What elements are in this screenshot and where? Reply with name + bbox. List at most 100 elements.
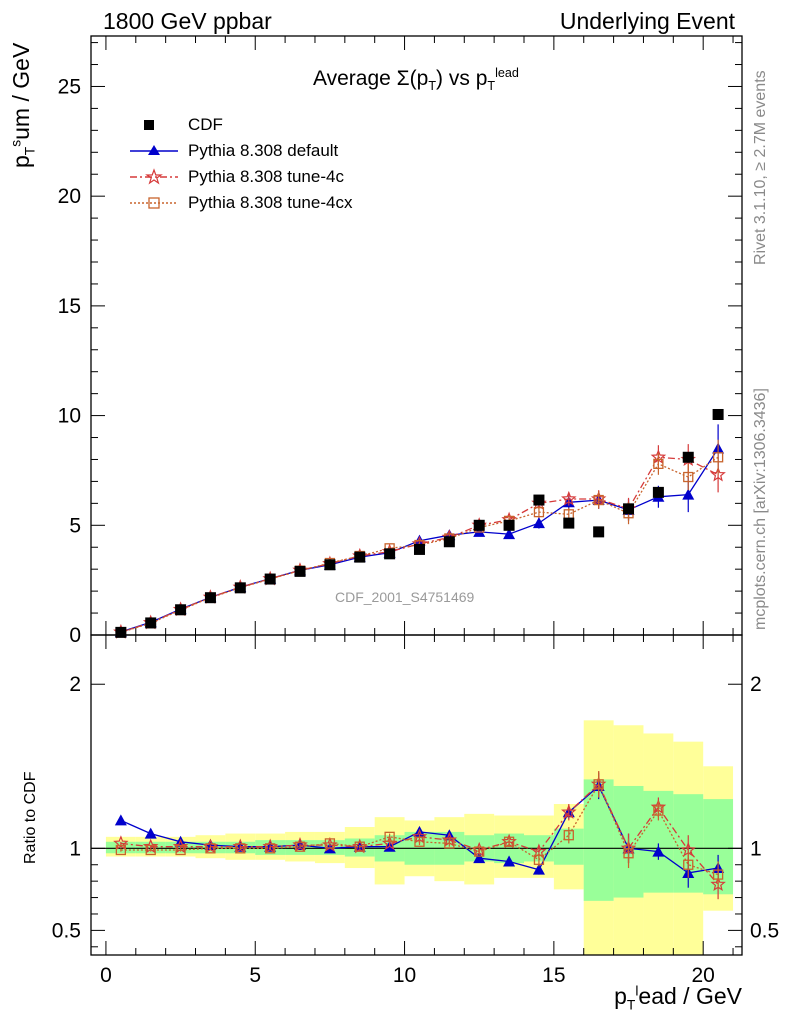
legend-marker-default	[130, 145, 178, 155]
main-y-tick-label: 15	[58, 295, 81, 318]
main-y-tick-label: 5	[69, 514, 81, 537]
main-point-cdf	[324, 559, 336, 571]
ratio-point-default	[473, 852, 486, 864]
ratio-line-tune-4c	[120, 783, 719, 885]
main-point-cdf	[563, 517, 575, 529]
legend-label: Pythia 8.308 tune-4cx	[188, 193, 353, 212]
main-point-cdf	[204, 592, 216, 604]
main-point-cdf	[175, 604, 187, 616]
ratio-point-tune-4cx	[384, 831, 395, 842]
main-y-tick-label: 25	[58, 75, 81, 98]
ratio-point-tune-4cx	[324, 838, 336, 849]
title-sub1: T	[428, 79, 437, 94]
legend-item-default: Pythia 8.308 default	[130, 138, 390, 164]
header-right: Underlying Event	[559, 8, 735, 34]
ratio-point-default	[114, 814, 127, 826]
legend-marker-tune-4cx	[130, 197, 178, 209]
main-point-cdf	[503, 519, 515, 531]
ratio-point-tune-4cx	[354, 841, 365, 852]
analysis-watermark: CDF_2001_S4751469	[335, 589, 475, 605]
ratio-point-tune-4cx	[712, 869, 724, 880]
ratio-point-tune-4cx	[653, 805, 664, 816]
ratio-panel-frame	[90, 634, 743, 956]
main-point-tune-4cx	[533, 506, 545, 518]
ratio-point-tune-4cx	[474, 846, 485, 857]
main-point-cdf	[623, 503, 635, 515]
main-point-default	[532, 517, 545, 529]
main-point-cdf	[294, 565, 306, 577]
main-point-cdf	[384, 548, 396, 560]
ratio-point-tune-4cx	[593, 779, 604, 790]
main-point-tune-4cx	[712, 452, 724, 463]
main-y-tick-label: 20	[58, 185, 81, 208]
x-tick-label: 20	[691, 964, 714, 987]
ratio-band-inner	[105, 841, 136, 854]
ratio-point-tune-4cx	[175, 844, 186, 856]
main-point-cdf	[533, 494, 545, 506]
ratio-point-tune-4c	[113, 835, 129, 851]
legend-item-tune-4c: Pythia 8.308 tune-4c	[130, 164, 390, 190]
main-y-tick-label: 0	[69, 624, 81, 647]
ratio-point-tune-4cx	[414, 836, 425, 847]
ratio-point-tune-4cx	[205, 843, 216, 854]
x-tick-label: 0	[100, 964, 112, 987]
ratio-band-inner	[583, 779, 614, 901]
main-point-tune-4cx	[593, 494, 604, 506]
main-point-cdf	[593, 526, 605, 538]
ratio-point-tune-4cx	[623, 848, 634, 859]
legend-label: Pythia 8.308 default	[188, 141, 339, 160]
ratio-y-tick-label-right: 2	[750, 673, 762, 696]
legend-label: CDF	[188, 115, 223, 134]
plot-title: Average Σ(pT) vs pTlead	[313, 66, 519, 93]
xlabel-p: p	[614, 983, 627, 1009]
ratio-point-tune-4cx	[145, 844, 156, 856]
title-sub2: T	[487, 79, 496, 94]
ratio-point-tune-4cx	[294, 841, 306, 852]
x-tick-label: 5	[249, 964, 261, 987]
main-point-cdf	[234, 582, 246, 594]
x-tick-label: 10	[393, 964, 416, 987]
main-point-cdf	[473, 519, 485, 531]
main-point-tune-4cx	[653, 458, 664, 470]
main-point-cdf	[682, 451, 694, 463]
main-point-cdf	[115, 626, 127, 638]
main-point-cdf	[413, 543, 425, 555]
legend: CDF Pythia 8.308 default Pythia 8.308 tu…	[130, 112, 390, 216]
main-point-default	[503, 528, 516, 540]
header-left: 1800 GeV ppbar	[103, 8, 272, 34]
ratio-point-default	[144, 827, 157, 839]
main-point-cdf	[145, 617, 157, 629]
legend-marker-tune-4c	[130, 168, 178, 185]
ratio-point-tune-4cx	[235, 843, 246, 854]
main-point-cdf	[354, 551, 366, 563]
legend-marker-cdf	[144, 120, 154, 130]
ratio-point-tune-4cx	[265, 843, 276, 854]
ratio-point-tune-4cx	[115, 844, 127, 856]
main-point-tune-4c	[710, 466, 726, 482]
ratio-point-default	[532, 863, 545, 875]
ratio-y-tick-label: 0.5	[52, 919, 81, 942]
ratio-point-tune-4cx	[503, 836, 515, 847]
ratio-point-tune-4cx	[683, 859, 694, 870]
ratio-point-tune-4cx	[444, 838, 455, 849]
ratio-point-tune-4cx	[533, 854, 545, 865]
xlabel-sup: l	[635, 983, 639, 999]
legend-item-cdf: CDF	[130, 112, 390, 138]
xlabel-sub: T	[626, 997, 636, 1013]
main-point-cdf	[652, 486, 664, 498]
xlabel-rest: ead / GeV	[638, 983, 742, 1009]
title-mid: ) vs p	[436, 67, 488, 90]
main-y-tick-label: 10	[58, 405, 81, 428]
main-point-tune-4c	[561, 490, 577, 506]
ratio-point-tune-4cx	[563, 830, 574, 841]
x-axis-label: pTlead / GeV	[614, 983, 742, 1013]
ratio-point-tune-4c	[561, 803, 577, 819]
ratio-y-tick-label-right: 0.5	[750, 919, 779, 942]
x-tick-label: 15	[542, 964, 565, 987]
legend-label: Pythia 8.308 tune-4c	[188, 167, 344, 186]
ratio-point-default	[652, 845, 665, 857]
main-point-cdf	[712, 408, 724, 420]
title-sup2: lead	[495, 66, 519, 80]
ratio-y-tick-label: 2	[69, 673, 81, 696]
